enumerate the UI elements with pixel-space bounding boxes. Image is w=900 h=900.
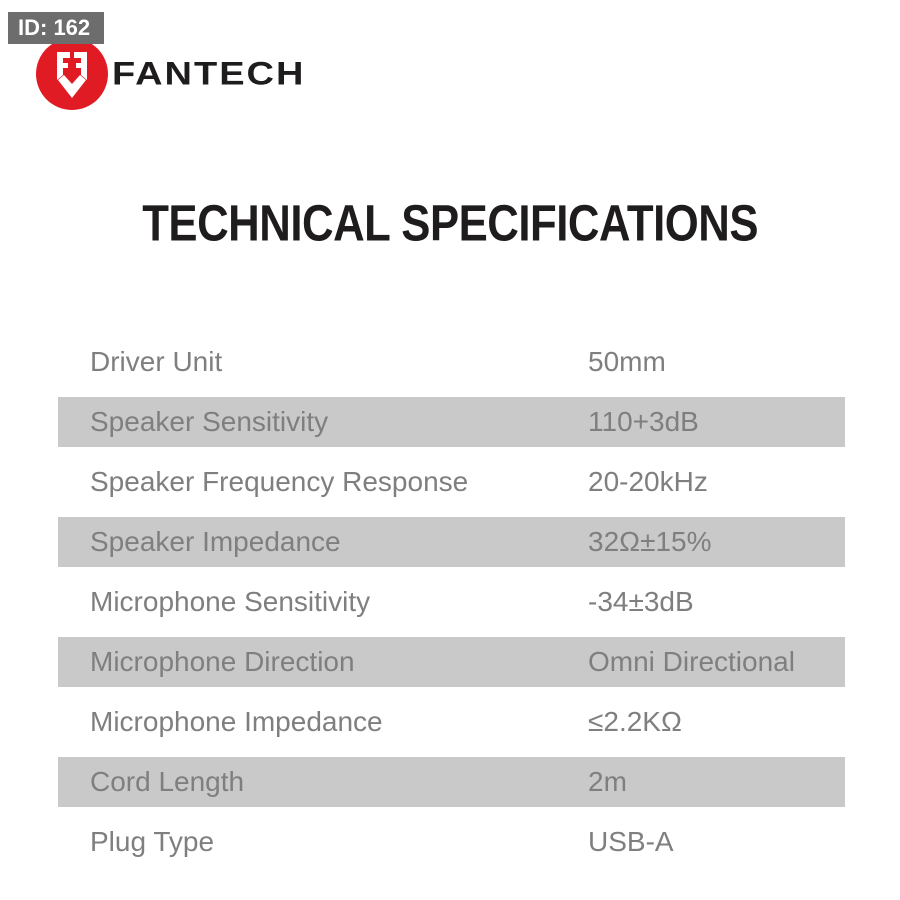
fantech-emblem-icon [36,38,108,110]
spec-value: 110+3dB [588,406,699,437]
spec-value: Omni Directional [588,646,795,677]
spec-table: Driver Unit 50mm Speaker Sensitivity 110+3d… [58,332,845,872]
spec-row: Speaker Impedance 32Ω±15% [58,512,845,572]
spec-row: Microphone Direction Omni Directional [58,632,845,692]
id-badge: ID: 162 [8,12,105,44]
spec-label: Speaker Impedance [90,526,341,557]
spec-value: 32Ω±15% [588,526,712,557]
spec-value: USB-A [588,826,674,857]
spec-value: 2m [588,766,627,797]
spec-row: Driver Unit 50mm [58,332,845,392]
spec-row: Cord Length 2m [58,752,845,812]
spec-label: Microphone Sensitivity [90,586,371,617]
spec-row: Microphone Impedance ≤2.2KΩ [58,692,845,752]
spec-row: Speaker Frequency Response 20-20kHz [58,452,845,512]
spec-row: Plug Type USB-A [58,812,845,872]
spec-label: Speaker Frequency Response [90,466,469,497]
spec-value: -34±3dB [588,586,694,617]
spec-label: Driver Unit [90,346,223,377]
spec-row: Microphone Sensitivity -34±3dB [58,572,845,632]
spec-label: Plug Type [90,826,215,857]
spec-label: Cord Length [90,766,245,797]
spec-value: ≤2.2KΩ [588,706,682,737]
spec-value: 20-20kHz [588,466,708,497]
brand-wordmark: FANTECH [112,55,306,92]
spec-label: Microphone Impedance [90,706,383,737]
page-title: TECHNICAL SPECIFICATIONS [142,194,758,252]
spec-label: Microphone Direction [90,646,355,677]
title-container: TECHNICAL SPECIFICATIONS [0,193,900,251]
spec-row: Speaker Sensitivity 110+3dB [58,392,845,452]
brand-header: FANTECH [36,38,305,110]
spec-value: 50mm [588,346,666,377]
spec-label: Speaker Sensitivity [90,406,329,437]
